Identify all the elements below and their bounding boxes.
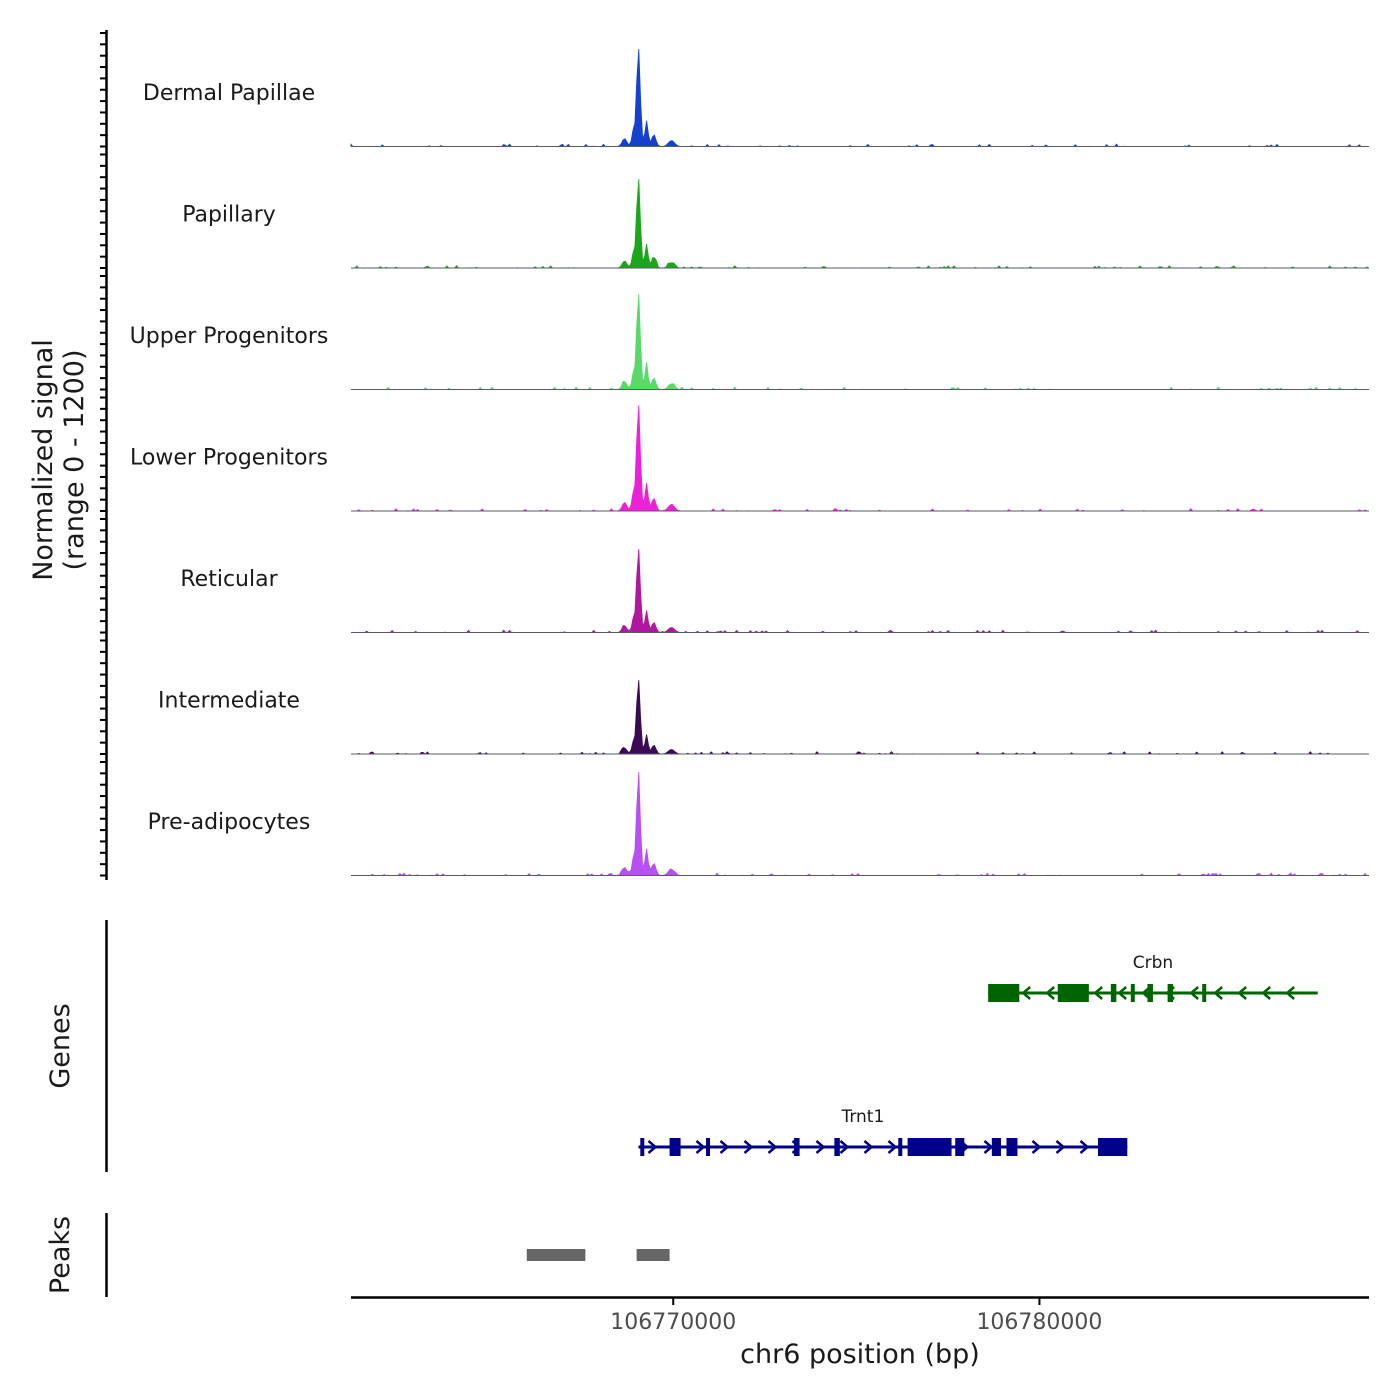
y-axis-title: Normalized signal (range 0 - 1200) — [28, 339, 90, 581]
coverage-track: Papillary — [182, 178, 1370, 269]
exon — [1167, 984, 1174, 1002]
gene-track: Crbn Trnt1 — [638, 953, 1318, 1156]
exon — [706, 1138, 711, 1156]
signal-area — [351, 549, 1369, 634]
exon — [991, 1138, 1001, 1156]
gene-label: Crbn — [1133, 953, 1173, 973]
strand-arrow — [647, 1140, 658, 1154]
strand-arrow — [1055, 1140, 1066, 1154]
coverage-y-axis-ticks — [100, 32, 106, 877]
signal-area — [351, 405, 1369, 512]
track-label: Pre-adipocytes — [148, 810, 311, 835]
x-tick-label: 106770000 — [610, 1310, 736, 1335]
exon — [1147, 984, 1153, 1002]
track-label: Lower Progenitors — [130, 446, 328, 471]
strand-arrow — [1079, 1140, 1090, 1154]
strand-arrow — [719, 1140, 730, 1154]
strand-arrow — [743, 1140, 754, 1154]
exon — [1098, 1138, 1128, 1156]
exon — [898, 1138, 903, 1156]
strand-arrow — [983, 1140, 994, 1154]
strand-arrow — [1189, 986, 1199, 1000]
exon — [907, 1138, 952, 1156]
gene-model: Trnt1 — [638, 1107, 1128, 1156]
coverage-track: Intermediate — [158, 680, 1369, 755]
exon — [834, 1138, 840, 1156]
strand-arrow — [1093, 986, 1103, 1000]
strand-arrow — [1117, 986, 1127, 1000]
signal-area — [351, 772, 1369, 877]
strand-arrow — [1285, 986, 1295, 1000]
peak-region — [636, 1249, 670, 1261]
y-axis-title-line2: (range 0 - 1200) — [59, 350, 90, 571]
x-tick-label: 106780000 — [976, 1310, 1102, 1335]
exon — [794, 1138, 800, 1156]
signal-area — [351, 680, 1369, 755]
strand-arrow — [1261, 986, 1271, 1000]
track-label: Intermediate — [158, 689, 300, 714]
strand-arrow — [1237, 986, 1247, 1000]
strand-arrow — [839, 1140, 850, 1154]
exon — [1130, 984, 1135, 1002]
strand-arrow — [1021, 986, 1031, 1000]
exon — [988, 984, 1020, 1002]
exon — [640, 1138, 645, 1156]
coverage-track: Reticular — [180, 549, 1369, 634]
exon — [669, 1138, 681, 1156]
y-axis-title-line1: Normalized signal — [28, 339, 59, 581]
track-label: Upper Progenitors — [130, 324, 329, 349]
peak-track — [526, 1249, 670, 1261]
strand-arrow — [767, 1140, 778, 1154]
coverage-track: Upper Progenitors — [130, 293, 1369, 391]
strand-arrow — [1213, 986, 1223, 1000]
exon — [1006, 1138, 1018, 1156]
coverage-track: Dermal Papillae — [143, 48, 1369, 148]
strand-arrow — [1031, 1140, 1042, 1154]
strand-arrow — [863, 1140, 874, 1154]
track-label: Papillary — [182, 203, 276, 228]
coverage-tracks: Dermal Papillae Papillary Upper Progenitor… — [130, 48, 1370, 877]
signal-area — [351, 293, 1369, 391]
x-axis-title: chr6 position (bp) — [740, 1339, 980, 1370]
coverage-track: Lower Progenitors — [130, 405, 1369, 512]
x-axis-ticks: 106770000 106780000 — [610, 1298, 1102, 1335]
peak-region — [526, 1249, 586, 1261]
strand-arrow — [1045, 986, 1055, 1000]
strand-arrow — [887, 1140, 898, 1154]
exon — [1110, 984, 1117, 1002]
coverage-track: Pre-adipocytes — [148, 772, 1369, 877]
exon — [1202, 984, 1207, 1002]
gene-model: Crbn — [988, 953, 1318, 1002]
track-label: Dermal Papillae — [143, 81, 315, 106]
signal-area — [350, 48, 1369, 148]
exon — [1057, 984, 1089, 1002]
gene-label: Trnt1 — [840, 1107, 884, 1127]
peaks-panel-title: Peaks — [45, 1216, 76, 1294]
strand-arrow — [695, 1140, 706, 1154]
strand-arrow — [815, 1140, 826, 1154]
genes-panel-title: Genes — [45, 1003, 76, 1088]
track-label: Reticular — [180, 567, 278, 592]
exon — [955, 1138, 965, 1156]
signal-area — [351, 178, 1370, 269]
